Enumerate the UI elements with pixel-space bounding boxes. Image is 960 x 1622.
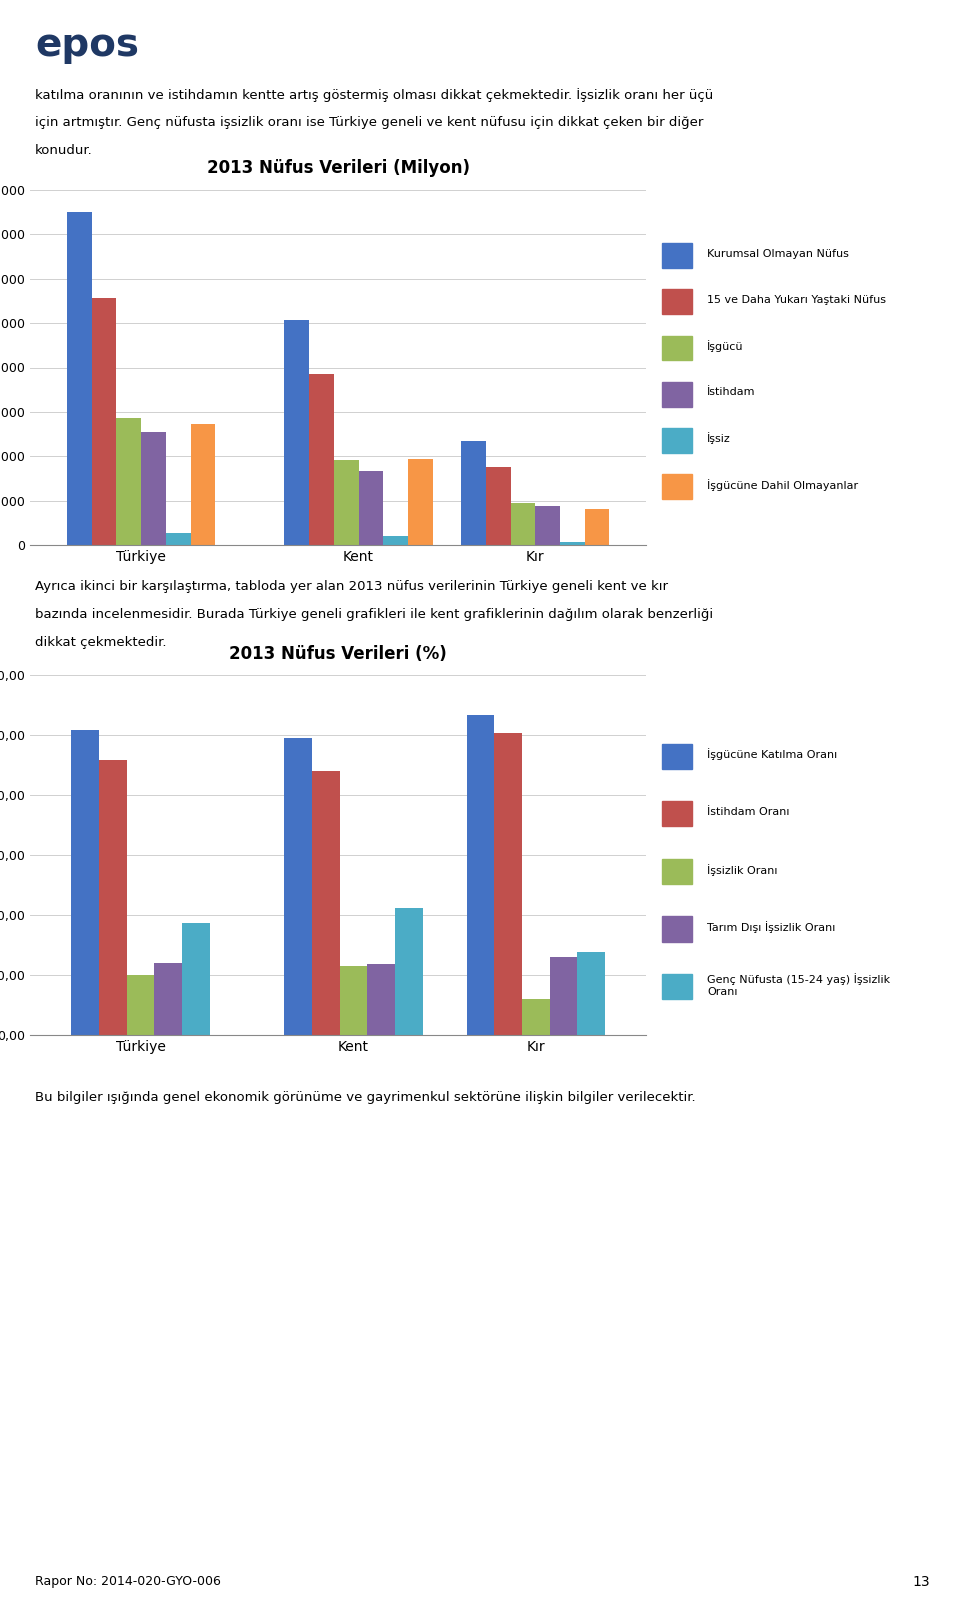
Text: İstihdam: İstihdam bbox=[708, 388, 756, 397]
Text: İşgücü: İşgücü bbox=[708, 341, 744, 352]
Bar bbox=[383, 537, 408, 545]
Text: İşsizlik Oranı: İşsizlik Oranı bbox=[708, 863, 778, 876]
Bar bbox=[334, 461, 359, 545]
Bar bbox=[309, 375, 334, 545]
Bar bbox=[494, 733, 522, 1035]
Bar bbox=[486, 467, 511, 545]
Bar bbox=[67, 212, 92, 545]
Bar bbox=[550, 957, 577, 1035]
Title: 2013 Nüfus Verileri (Milyon): 2013 Nüfus Verileri (Milyon) bbox=[206, 159, 469, 177]
Bar bbox=[661, 858, 692, 884]
Text: 15 ve Daha Yukarı Yaştaki Nüfus: 15 ve Daha Yukarı Yaştaki Nüfus bbox=[708, 295, 886, 305]
Bar bbox=[661, 243, 692, 268]
Bar bbox=[166, 534, 191, 545]
Bar bbox=[661, 428, 692, 453]
Bar bbox=[522, 999, 550, 1035]
Bar bbox=[661, 801, 692, 826]
Bar bbox=[71, 730, 99, 1035]
Bar bbox=[141, 431, 166, 545]
Text: Tarım Dışı İşsizlik Oranı: Tarım Dışı İşsizlik Oranı bbox=[708, 921, 835, 933]
Title: 2013 Nüfus Verileri (%): 2013 Nüfus Verileri (%) bbox=[229, 644, 447, 662]
Bar bbox=[99, 759, 127, 1035]
Bar bbox=[191, 423, 215, 545]
Bar bbox=[577, 952, 605, 1035]
Bar bbox=[312, 770, 340, 1035]
Bar bbox=[368, 965, 395, 1035]
Bar bbox=[661, 336, 692, 360]
Bar bbox=[182, 923, 209, 1035]
Bar bbox=[661, 916, 692, 942]
Bar bbox=[661, 973, 692, 999]
Text: konudur.: konudur. bbox=[35, 144, 93, 157]
Text: İşsiz: İşsiz bbox=[708, 433, 731, 444]
Bar bbox=[284, 320, 309, 545]
Bar bbox=[536, 506, 560, 545]
Bar bbox=[661, 381, 692, 407]
Bar bbox=[340, 967, 368, 1035]
Bar bbox=[359, 470, 383, 545]
Text: bazında incelenmesidir. Burada Türkiye geneli grafikleri ile kent grafiklerinin : bazında incelenmesidir. Burada Türkiye g… bbox=[35, 608, 713, 621]
Text: Genç Nüfusta (15-24 yaş) İşsizlik
Oranı: Genç Nüfusta (15-24 yaş) İşsizlik Oranı bbox=[708, 973, 890, 996]
Text: Rapor No: 2014-020-GYO-006: Rapor No: 2014-020-GYO-006 bbox=[35, 1575, 221, 1588]
Text: 13: 13 bbox=[912, 1575, 930, 1590]
Bar bbox=[467, 715, 494, 1035]
Bar bbox=[661, 743, 692, 769]
Text: Kurumsal Olmayan Nüfus: Kurumsal Olmayan Nüfus bbox=[708, 248, 849, 260]
Bar bbox=[395, 908, 422, 1035]
Bar bbox=[560, 542, 585, 545]
Text: Bu bilgiler ışığında genel ekonomik görünüme ve gayrimenkul sektörüne ilişkin bi: Bu bilgiler ışığında genel ekonomik görü… bbox=[35, 1092, 696, 1105]
Bar bbox=[461, 441, 486, 545]
Text: epos: epos bbox=[35, 26, 139, 65]
Bar bbox=[92, 298, 116, 545]
Bar bbox=[511, 503, 536, 545]
Bar bbox=[408, 459, 433, 545]
Text: dikkat çekmektedir.: dikkat çekmektedir. bbox=[35, 636, 166, 649]
Bar bbox=[661, 474, 692, 500]
Bar bbox=[127, 975, 155, 1035]
Text: Ayrıca ikinci bir karşılaştırma, tabloda yer alan 2013 nüfus verilerinin Türkiye: Ayrıca ikinci bir karşılaştırma, tabloda… bbox=[35, 581, 668, 594]
Bar bbox=[284, 738, 312, 1035]
Text: İşgücüne Katılma Oranı: İşgücüne Katılma Oranı bbox=[708, 748, 837, 761]
Bar bbox=[661, 289, 692, 315]
Bar bbox=[155, 962, 182, 1035]
Text: için artmıştır. Genç nüfusta işsizlik oranı ise Türkiye geneli ve kent nüfusu iç: için artmıştır. Genç nüfusta işsizlik or… bbox=[35, 117, 704, 130]
Bar bbox=[585, 509, 610, 545]
Text: katılma oranının ve istihdamın kentte artış göstermiş olması dikkat çekmektedir.: katılma oranının ve istihdamın kentte ar… bbox=[35, 88, 713, 102]
Text: İstihdam Oranı: İstihdam Oranı bbox=[708, 808, 790, 817]
Text: İşgücüne Dahil Olmayanlar: İşgücüne Dahil Olmayanlar bbox=[708, 478, 858, 490]
Bar bbox=[116, 418, 141, 545]
